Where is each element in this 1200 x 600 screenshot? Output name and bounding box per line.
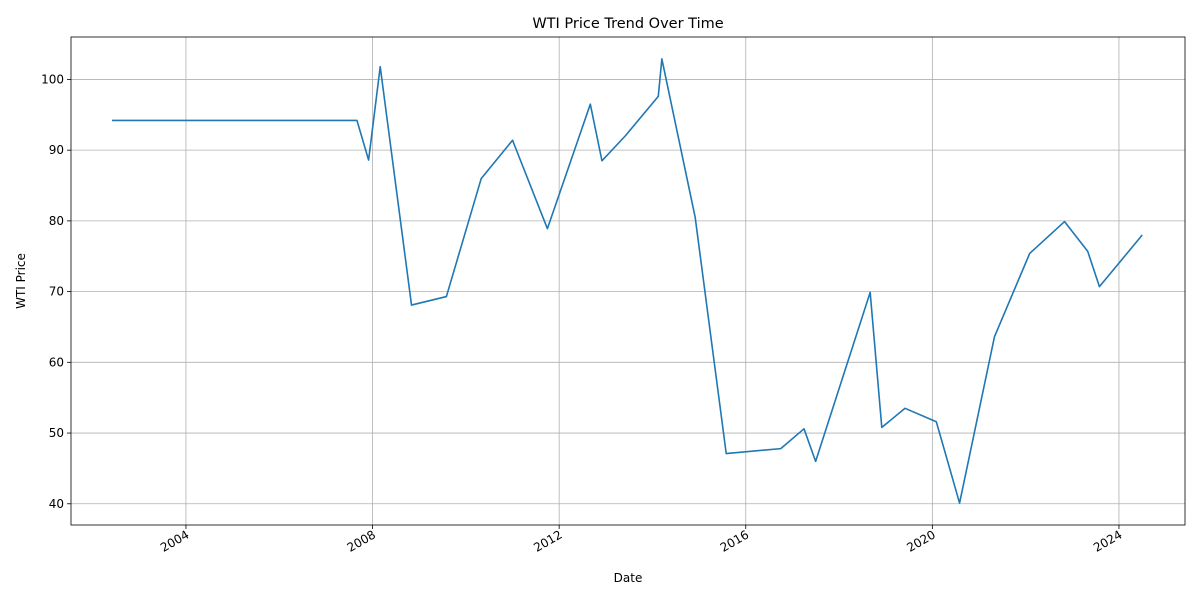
data-point	[546, 227, 549, 230]
y-tick-label: 50	[49, 426, 64, 440]
y-tick-label: 60	[49, 355, 64, 369]
chart-title: WTI Price Trend Over Time	[532, 16, 723, 32]
data-point	[624, 135, 627, 138]
y-tick-label: 70	[49, 285, 64, 299]
data-point	[1141, 234, 1144, 237]
y-axis-label: WTI Price	[14, 253, 28, 309]
data-point	[445, 295, 448, 298]
x-tick-label: 2020	[904, 527, 937, 554]
data-point	[660, 57, 663, 60]
x-axis-label: Date	[614, 571, 643, 585]
y-axis-ticks: 40 50 60 70 80 90 100	[41, 72, 71, 511]
data-point	[1028, 252, 1031, 255]
data-point	[1098, 285, 1101, 288]
data-point	[367, 159, 370, 162]
y-tick-label: 80	[49, 214, 64, 228]
data-point	[814, 460, 817, 463]
data-point	[803, 427, 806, 430]
x-tick-label: 2024	[1091, 527, 1124, 554]
data-point	[410, 304, 413, 307]
data-point	[694, 216, 697, 219]
data-point	[355, 119, 358, 122]
data-point	[958, 502, 961, 505]
data-point	[511, 139, 514, 142]
data-point	[480, 177, 483, 180]
data-point	[904, 407, 907, 410]
data-point	[589, 103, 592, 106]
data-point	[600, 159, 603, 162]
x-tick-label: 2016	[718, 527, 751, 554]
y-tick-label: 100	[41, 72, 64, 86]
x-tick-label: 2004	[158, 527, 191, 554]
data-point	[1086, 250, 1089, 253]
data-point	[110, 119, 113, 122]
grid-layer	[71, 37, 1185, 525]
data-point	[993, 335, 996, 338]
x-tick-label: 2008	[345, 527, 378, 554]
series-line	[112, 58, 1143, 504]
data-point	[880, 426, 883, 429]
y-tick-label: 40	[49, 497, 64, 511]
data-point	[657, 95, 660, 98]
data-point	[1063, 220, 1066, 223]
x-tick-label: 2012	[531, 527, 564, 554]
data-point	[379, 65, 382, 68]
x-axis-ticks: 2004 2008 2012 2016 2020 2024	[158, 525, 1124, 555]
plot-frame	[70, 36, 1186, 526]
data-point	[935, 420, 938, 423]
data-point	[725, 452, 728, 455]
y-tick-label: 90	[49, 143, 64, 157]
data-point	[869, 291, 872, 294]
series-layer	[110, 57, 1144, 505]
data-point	[779, 447, 782, 450]
